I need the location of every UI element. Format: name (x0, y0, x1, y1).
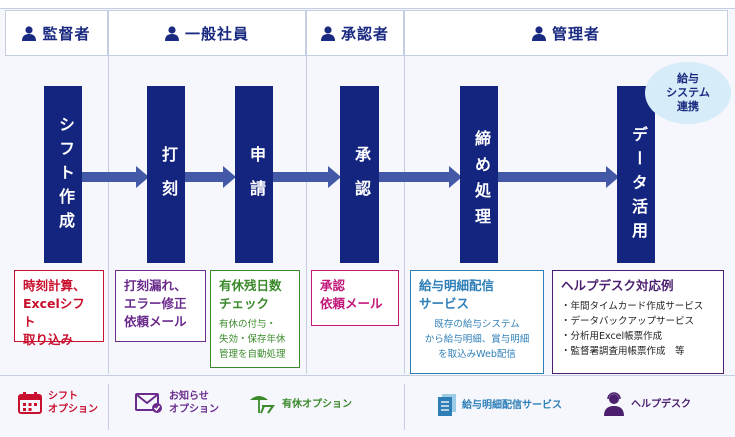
process-label: 承認 (352, 146, 371, 214)
calendar-icon (18, 392, 42, 414)
process-clock-in: 打刻 (147, 86, 185, 263)
box-body: ・年間タイムカード作成サービス ・データバックアップサービス ・分析用Excel… (561, 301, 704, 357)
lane-divider (108, 56, 109, 374)
header-employee: 一般社員 (108, 10, 306, 56)
payroll-integration-bubble: 給与 システム 連携 (645, 62, 731, 124)
header-label: 承認者 (340, 24, 389, 43)
header-label: 管理者 (551, 24, 600, 43)
paid-leave-box: 有休残日数 チェック 有休の付与・ 失効・保存年休 管理を自動処理 (210, 270, 300, 368)
process-data-usage: データ活用 (617, 86, 655, 263)
process-label: 申請 (247, 146, 266, 214)
shift-option-label: シフト オプション (48, 391, 98, 415)
payslip-service-label: 給与明細配信サービス (462, 399, 562, 411)
flow-arrow (185, 172, 225, 182)
lane-divider (404, 56, 405, 374)
header-approver: 承認者 (306, 10, 404, 56)
process-label: データ活用 (629, 126, 648, 246)
paid-leave-option-label: 有休オプション (282, 398, 352, 410)
person-icon (320, 25, 335, 41)
box-title: 承認 依頼メール (320, 278, 383, 311)
document-icon (438, 394, 456, 416)
box-title: 給与明細配信 サービス (419, 278, 495, 311)
process-application: 申請 (235, 86, 273, 263)
flow-arrow (82, 172, 138, 182)
approval-mail-box: 承認 依頼メール (311, 270, 399, 326)
headset-person-icon (604, 392, 624, 416)
header-supervisor: 監督者 (5, 10, 108, 56)
footer-divider (404, 384, 405, 430)
person-icon (22, 25, 37, 41)
person-icon (531, 25, 546, 41)
flow-arrow-head (449, 166, 462, 188)
process-label: 締め処理 (472, 130, 491, 234)
person-icon (164, 25, 179, 41)
helpdesk-box: ヘルプデスク対応例 ・年間タイムカード作成サービス ・データバックアップサービス… (552, 270, 724, 374)
flow-arrow-head (223, 166, 236, 188)
lane-divider (306, 56, 307, 374)
header-manager: 管理者 (404, 10, 728, 56)
process-approval: 承認 (340, 86, 379, 263)
process-label: シフト作成 (56, 116, 75, 236)
shift-option[interactable]: シフト オプション (18, 390, 98, 416)
box-title: ヘルプデスク対応例 (561, 278, 674, 293)
flow-arrow (498, 172, 608, 182)
header-label: 監督者 (42, 24, 91, 43)
footer-divider (108, 384, 109, 430)
flow-arrow-head (328, 166, 341, 188)
box-title: 打刻漏れ、 エラー修正 依頼メール (124, 278, 187, 329)
helpdesk-service-label: ヘルプデスク (631, 398, 691, 410)
header-label: 一般社員 (184, 24, 249, 43)
process-shift-creation: シフト作成 (44, 86, 82, 263)
flow-arrow-head (606, 166, 619, 188)
clock-error-box: 打刻漏れ、 エラー修正 依頼メール (115, 270, 206, 342)
box-body: 有休の付与・ 失効・保存年休 管理を自動処理 (219, 319, 286, 360)
box-body: 既存の給与システム から給与明細、賞与明細 を取込みWeb配信 (424, 319, 530, 360)
helpdesk-service[interactable]: ヘルプデスク (603, 392, 691, 416)
notice-option[interactable]: お知らせ オプション (135, 390, 219, 416)
notice-option-label: お知らせ オプション (169, 391, 219, 415)
mail-icon (135, 393, 162, 413)
flow-arrow-head (136, 166, 149, 188)
paid-leave-option[interactable]: 有休オプション (246, 394, 352, 414)
box-title: 時刻計算、 Excelシフト 取り込み (23, 278, 86, 347)
bubble-label: 給与 システム 連携 (666, 72, 710, 113)
payslip-service-box: 給与明細配信 サービス 既存の給与システム から給与明細、賞与明細 を取込みWe… (410, 270, 544, 374)
beach-chair-icon (250, 396, 275, 414)
box-title: 有休残日数 チェック (219, 278, 282, 311)
process-closing: 締め処理 (460, 86, 498, 263)
flow-arrow (379, 172, 451, 182)
process-label: 打刻 (159, 146, 178, 214)
payslip-service[interactable]: 給与明細配信サービス (438, 394, 562, 416)
shift-feature-box: 時刻計算、 Excelシフト 取り込み (14, 270, 104, 347)
flow-arrow (273, 172, 330, 182)
